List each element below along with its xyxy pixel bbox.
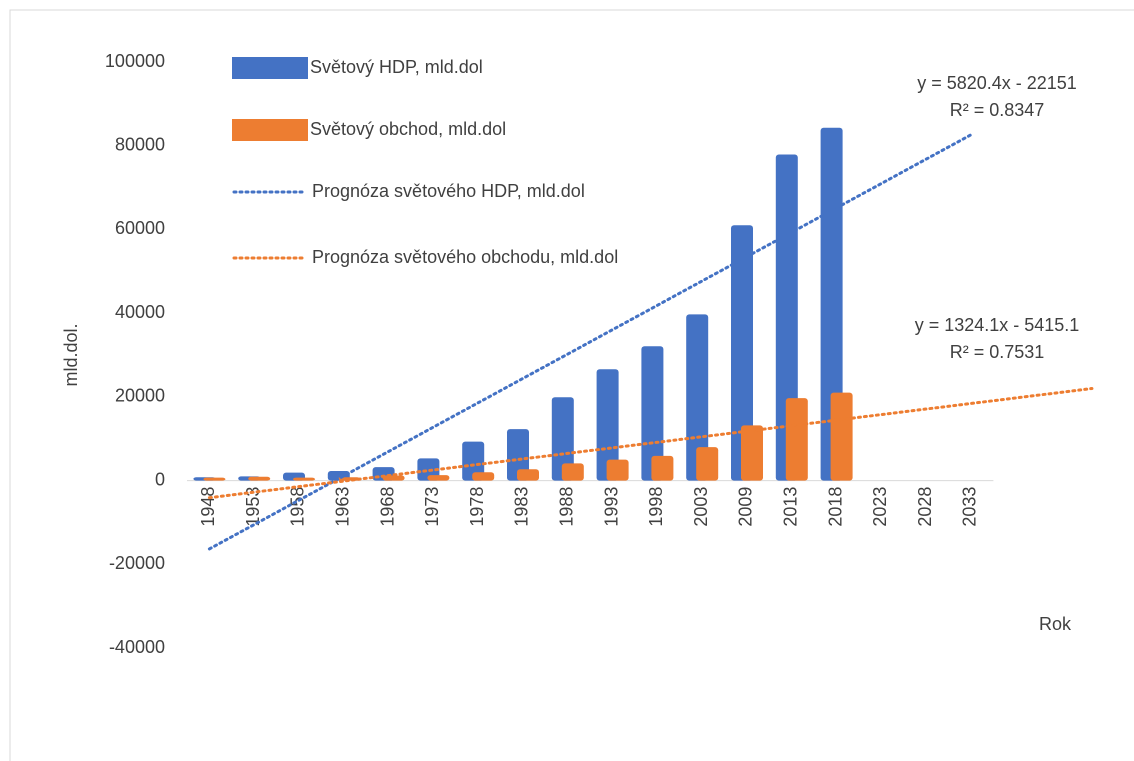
bar xyxy=(293,477,315,481)
bar xyxy=(785,398,808,481)
bar xyxy=(472,472,495,481)
bar xyxy=(696,447,719,481)
bar xyxy=(596,369,619,481)
x-tick-label: 1993 xyxy=(601,487,621,527)
bar xyxy=(203,477,226,481)
bar xyxy=(248,476,271,481)
chart-frame xyxy=(9,9,1134,761)
x-tick-label: 1953 xyxy=(243,487,263,527)
bar xyxy=(517,469,539,481)
bar xyxy=(507,429,529,481)
bar xyxy=(427,475,450,481)
y-tick-label: -40000 xyxy=(109,637,165,657)
bar xyxy=(551,397,574,481)
x-tick-label: 2013 xyxy=(781,487,801,527)
x-tick-label: 2023 xyxy=(870,487,890,527)
x-tick-label: 1958 xyxy=(288,487,308,527)
x-tick-label: 1983 xyxy=(512,487,532,527)
trendline-equation: y = 5820.4x - 22151 xyxy=(917,73,1077,93)
bar xyxy=(462,441,485,481)
y-axis-title: mld.dol. xyxy=(61,323,81,386)
x-tick-label: 2003 xyxy=(691,487,711,527)
y-tick-label: 0 xyxy=(155,469,165,489)
trendline xyxy=(207,133,973,551)
x-tick-label: 2018 xyxy=(825,487,845,527)
y-tick-label: 100000 xyxy=(105,51,165,71)
trendline-equation: y = 1324.1x - 5415.1 xyxy=(915,315,1080,335)
x-tick-label: 1998 xyxy=(646,487,666,527)
legend-label: Světový HDP, mld.dol xyxy=(310,57,483,77)
y-tick-label: -20000 xyxy=(109,553,165,573)
bar xyxy=(606,459,629,481)
trendline xyxy=(207,387,1094,500)
bar xyxy=(561,463,584,481)
x-tick-label: 1963 xyxy=(333,487,353,527)
x-axis-title: Rok xyxy=(1039,614,1072,634)
bar xyxy=(731,225,753,481)
bar xyxy=(417,458,440,481)
y-tick-label: 40000 xyxy=(115,302,165,322)
y-tick-label: 80000 xyxy=(115,134,165,154)
x-tick-label: 1973 xyxy=(422,487,442,527)
legend-label: Prognóza světového HDP, mld.dol xyxy=(312,181,585,201)
x-tick-label: 1968 xyxy=(377,487,397,527)
trendline-r2: R² = 0.8347 xyxy=(950,100,1045,120)
legend-label: Světový obchod, mld.dol xyxy=(310,119,506,139)
y-tick-label: 20000 xyxy=(115,386,165,406)
x-tick-label: 2009 xyxy=(736,487,756,527)
bar xyxy=(830,392,853,481)
legend-label: Prognóza světového obchodu, mld.dol xyxy=(312,247,618,267)
x-tick-label: 1948 xyxy=(198,487,218,527)
x-tick-label: 2033 xyxy=(960,487,980,527)
x-tick-label: 1978 xyxy=(467,487,487,527)
trendline-r2: R² = 0.7531 xyxy=(950,342,1045,362)
y-tick-label: 60000 xyxy=(115,218,165,238)
legend-swatch xyxy=(232,119,308,141)
legend-swatch xyxy=(232,57,308,79)
bar xyxy=(651,455,674,481)
bar xyxy=(741,425,763,481)
bar xyxy=(641,346,664,481)
bar xyxy=(820,127,843,481)
x-tick-label: 1988 xyxy=(557,487,577,527)
x-tick-label: 2028 xyxy=(915,487,935,527)
